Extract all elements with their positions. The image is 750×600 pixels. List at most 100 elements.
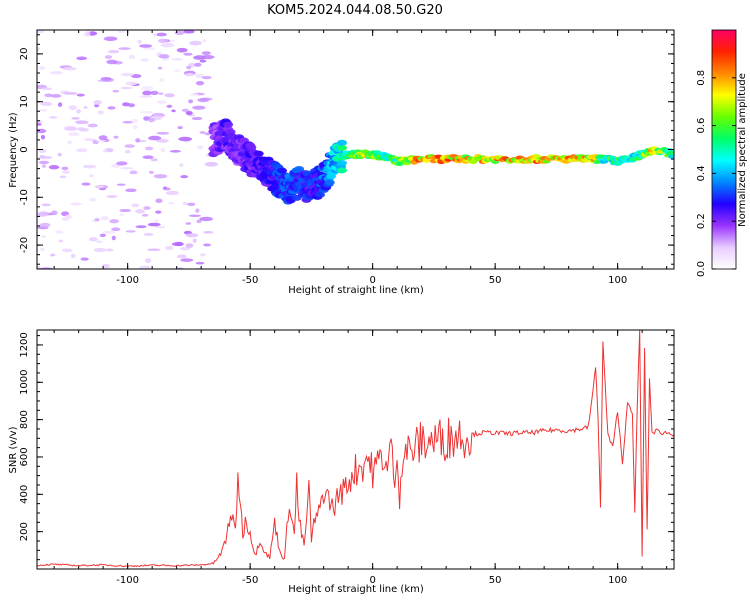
- spectrogram-speckle: [195, 208, 200, 213]
- spectrogram-speckle: [155, 198, 163, 204]
- spectrogram-speckle: [180, 258, 194, 262]
- spectrogram-speckle: [83, 31, 91, 37]
- snr-frame: [36, 329, 675, 570]
- spectrogram-speckle: [197, 97, 210, 103]
- spectrogram-speckle: [188, 99, 194, 104]
- figure-title: KOM5.2024.044.08.50.G20: [267, 3, 443, 18]
- spectrogram-speckle: [37, 46, 41, 52]
- spectrogram-speckle: [124, 149, 131, 154]
- spectrogram-speckle: [40, 247, 45, 252]
- spectrogram-speckle: [168, 201, 175, 205]
- spectrogram-speckle: [184, 72, 195, 77]
- x-tick-label: 0: [369, 275, 375, 286]
- spectrogram-speckle: [63, 91, 78, 95]
- spectrogram-ridge-cell: [253, 150, 264, 157]
- spectrogram-speckle: [76, 148, 88, 153]
- spectrogram-speckle: [179, 163, 184, 168]
- spectrogram-background: [37, 30, 674, 269]
- spectrogram-speckle: [183, 30, 195, 34]
- spectrogram-speckle: [40, 235, 47, 238]
- spectrogram-speckle: [171, 57, 184, 61]
- spectrogram-speckle: [68, 105, 77, 111]
- spectrogram-speckle: [37, 123, 42, 126]
- spectrogram-speckle: [140, 111, 154, 114]
- spectrogram-speckle: [154, 218, 159, 224]
- spectrogram-speckle: [201, 75, 212, 80]
- spectrogram-speckle: [76, 56, 88, 61]
- spectrogram-speckle: [75, 120, 89, 125]
- x-tick-label: 0: [369, 575, 375, 586]
- spectrogram-speckle: [111, 235, 116, 241]
- spectrogram-speckle: [160, 147, 166, 153]
- y-tick-label: 1000: [19, 370, 30, 395]
- spectrogram-x-label: Height of straight line (km): [288, 285, 424, 296]
- spectrogram-speckle: [37, 266, 41, 269]
- spectrogram-speckle: [139, 265, 151, 269]
- spectrogram-speckle: [160, 42, 175, 48]
- spectrogram-speckle: [95, 139, 106, 142]
- spectrogram-speckle: [107, 106, 116, 110]
- spectrogram-speckle: [100, 216, 109, 221]
- spectrogram-speckle: [44, 93, 53, 98]
- spectrogram-speckle: [105, 248, 114, 252]
- spectrogram-speckle: [37, 128, 47, 134]
- spectrogram-speckle: [189, 40, 202, 46]
- spectrogram-speckle: [203, 230, 214, 234]
- spectrogram-speckle: [128, 54, 136, 60]
- spectrogram-speckle: [84, 137, 96, 142]
- spectrogram-speckle: [153, 174, 168, 179]
- spectrogram-speckle: [135, 138, 141, 143]
- spectrogram-speckle: [186, 65, 192, 70]
- spectrogram-speckle: [61, 166, 69, 171]
- snr-y-label: SNR (v/v): [8, 426, 19, 473]
- colorbar: [711, 29, 737, 270]
- spectrogram-speckle: [100, 76, 112, 81]
- spectrogram-speckle: [197, 145, 204, 150]
- spectrogram-ridge-cell: [373, 150, 382, 155]
- spectrogram-speckle: [159, 78, 165, 82]
- spectrogram-speckle: [158, 38, 169, 43]
- spectrogram-speckle: [119, 208, 132, 213]
- spectrogram-speckle: [200, 253, 206, 257]
- spectrogram-speckle: [127, 103, 136, 108]
- spectrogram-ridge-cell: [294, 165, 305, 172]
- spectrogram-speckle: [178, 136, 193, 142]
- spectrogram-speckle: [199, 216, 213, 222]
- spectrogram-speckle: [143, 233, 154, 236]
- colorbar-tick-label: 0.0: [696, 261, 707, 277]
- spectrogram-speckle: [120, 72, 134, 77]
- spectrogram-speckle: [38, 108, 48, 112]
- x-tick-label: 50: [489, 275, 502, 286]
- spectrogram-speckle: [147, 222, 161, 227]
- spectrogram-speckle: [49, 71, 63, 75]
- spectrogram-speckle: [201, 39, 207, 43]
- spectrogram-speckle: [135, 225, 147, 229]
- spectrogram-speckle: [106, 195, 118, 199]
- spectrogram-speckle: [125, 81, 138, 86]
- spectrogram-speckle: [141, 86, 154, 91]
- spectrogram-speckle: [204, 161, 219, 167]
- spectrogram-speckle: [174, 241, 184, 247]
- spectrogram-speckle: [108, 49, 120, 54]
- spectrogram-speckle: [186, 202, 196, 207]
- spectrogram-speckle: [93, 100, 102, 105]
- spectrogram-speckle: [143, 206, 151, 210]
- spectrogram-speckle: [191, 116, 203, 121]
- spectrogram-speckle: [41, 87, 53, 91]
- spectrogram-speckle: [112, 89, 120, 93]
- spectrogram-speckle: [83, 106, 88, 109]
- spectrogram-speckle: [134, 209, 145, 214]
- spectrogram-speckle: [129, 170, 138, 175]
- snr-background: [37, 330, 674, 569]
- spectrogram-speckle: [195, 261, 205, 265]
- spectrogram-speckle: [89, 174, 94, 178]
- y-tick-label: -20: [19, 237, 30, 253]
- y-tick-label: 800: [19, 410, 30, 429]
- spectrogram-speckle: [182, 202, 188, 205]
- spectrogram-speckle: [158, 92, 164, 95]
- spectrogram-speckle: [41, 203, 51, 207]
- spectrogram-speckle: [120, 86, 133, 90]
- spectrogram-speckle: [189, 93, 199, 96]
- spectrogram-speckle: [68, 132, 80, 137]
